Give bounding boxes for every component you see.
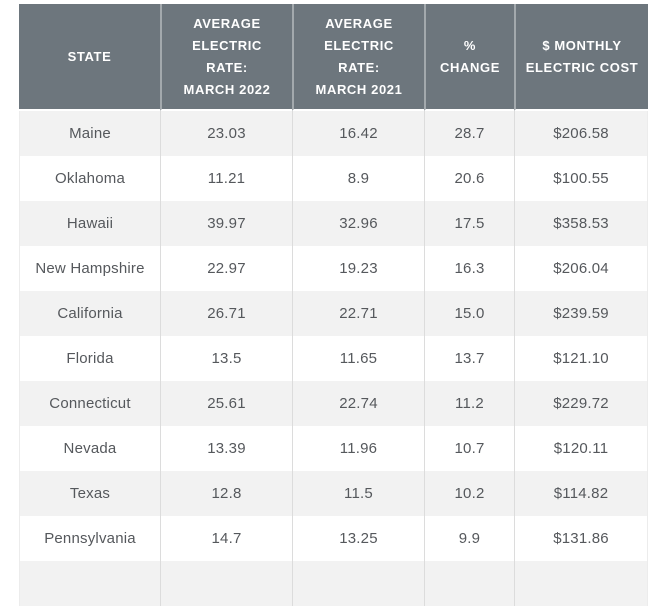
cell-state: Florida — [19, 336, 160, 381]
cell-pct-change: 10.7 — [424, 426, 514, 471]
header-row: STATE AVERAGE ELECTRIC RATE: MARCH 2022 … — [19, 4, 648, 111]
cell-monthly-cost: $206.58 — [514, 111, 648, 156]
cell-monthly-cost: $100.55 — [514, 156, 648, 201]
cell-rate-2021: 13.25 — [292, 516, 424, 561]
table-header: STATE AVERAGE ELECTRIC RATE: MARCH 2022 … — [19, 4, 648, 111]
table-row-california: California 26.71 22.71 15.0 $239.59 — [19, 291, 648, 336]
cell-pct-change: 13.7 — [424, 336, 514, 381]
cell-state: Oklahoma — [19, 156, 160, 201]
cell-monthly-cost: $121.10 — [514, 336, 648, 381]
table-row-florida: Florida 13.5 11.65 13.7 $121.10 — [19, 336, 648, 381]
table-row-new-hampshire: New Hampshire 22.97 19.23 16.3 $206.04 — [19, 246, 648, 291]
cell-pct-change: 11.2 — [424, 381, 514, 426]
cell-rate-2021: 32.96 — [292, 201, 424, 246]
cell-pct-change: 28.7 — [424, 111, 514, 156]
cell-rate-2021: 8.9 — [292, 156, 424, 201]
cell-pct-change: 20.6 — [424, 156, 514, 201]
cell-rate-2022: 13.39 — [160, 426, 292, 471]
cell-state: Pennsylvania — [19, 516, 160, 561]
cell-rate-2021: 22.71 — [292, 291, 424, 336]
cell-rate-2022: 22.97 — [160, 246, 292, 291]
cell-state: Connecticut — [19, 381, 160, 426]
cell-rate-2021: 11.65 — [292, 336, 424, 381]
cell-pct-change: 15.0 — [424, 291, 514, 336]
cell-rate-2022: 11.21 — [160, 156, 292, 201]
cell-rate-2022: 39.97 — [160, 201, 292, 246]
cell-monthly-cost: $229.72 — [514, 381, 648, 426]
cell-rate-2021: 16.42 — [292, 111, 424, 156]
table-row-pennsylvania: Pennsylvania 14.7 13.25 9.9 $131.86 — [19, 516, 648, 561]
cell-rate-2022: 12.8 — [160, 471, 292, 516]
table-row-oklahoma: Oklahoma 11.21 8.9 20.6 $100.55 — [19, 156, 648, 201]
col-header-avg-rate-2021: AVERAGE ELECTRIC RATE: MARCH 2021 — [292, 4, 424, 111]
cell-rate-2022: 14.7 — [160, 516, 292, 561]
cell-monthly-cost: $131.86 — [514, 516, 648, 561]
cell-state: New Hampshire — [19, 246, 160, 291]
cell-state: Maine — [19, 111, 160, 156]
col-header-state: STATE — [19, 4, 160, 111]
cell-rate-2021: 11.96 — [292, 426, 424, 471]
cell-monthly-cost: $114.82 — [514, 471, 648, 516]
cell-pct-change: 10.2 — [424, 471, 514, 516]
cell-state: California — [19, 291, 160, 336]
table-body: Maine 23.03 16.42 28.7 $206.58 Oklahoma … — [19, 111, 648, 606]
cell-pct-change: 17.5 — [424, 201, 514, 246]
col-header-avg-rate-2022: AVERAGE ELECTRIC RATE: MARCH 2022 — [160, 4, 292, 111]
col-header-monthly-cost: $ MONTHLY ELECTRIC COST — [514, 4, 648, 111]
cell-pct-change: 16.3 — [424, 246, 514, 291]
table-row-connecticut: Connecticut 25.61 22.74 11.2 $229.72 — [19, 381, 648, 426]
table-row-hawaii: Hawaii 39.97 32.96 17.5 $358.53 — [19, 201, 648, 246]
cell-rate-2022: 23.03 — [160, 111, 292, 156]
cell-state: Hawaii — [19, 201, 160, 246]
cell-monthly-cost: $206.04 — [514, 246, 648, 291]
cell-rate-2022: 26.71 — [160, 291, 292, 336]
cell-rate-2021: 22.74 — [292, 381, 424, 426]
electric-rates-table: STATE AVERAGE ELECTRIC RATE: MARCH 2022 … — [19, 4, 648, 606]
table-row-nevada: Nevada 13.39 11.96 10.7 $120.11 — [19, 426, 648, 471]
electric-rates-table-container: STATE AVERAGE ELECTRIC RATE: MARCH 2022 … — [19, 4, 648, 606]
cell-monthly-cost: $358.53 — [514, 201, 648, 246]
table-row-texas: Texas 12.8 11.5 10.2 $114.82 — [19, 471, 648, 516]
cell-monthly-cost: $239.59 — [514, 291, 648, 336]
cell-rate-2022: 25.61 — [160, 381, 292, 426]
cell-monthly-cost: $120.11 — [514, 426, 648, 471]
col-header-pct-change: % CHANGE — [424, 4, 514, 111]
table-row-maine: Maine 23.03 16.42 28.7 $206.58 — [19, 111, 648, 156]
cell-rate-2022: 13.5 — [160, 336, 292, 381]
cell-rate-2021: 11.5 — [292, 471, 424, 516]
cell-state: Texas — [19, 471, 160, 516]
cell-pct-change: 9.9 — [424, 516, 514, 561]
cell-rate-2021: 19.23 — [292, 246, 424, 291]
cell-state: Nevada — [19, 426, 160, 471]
